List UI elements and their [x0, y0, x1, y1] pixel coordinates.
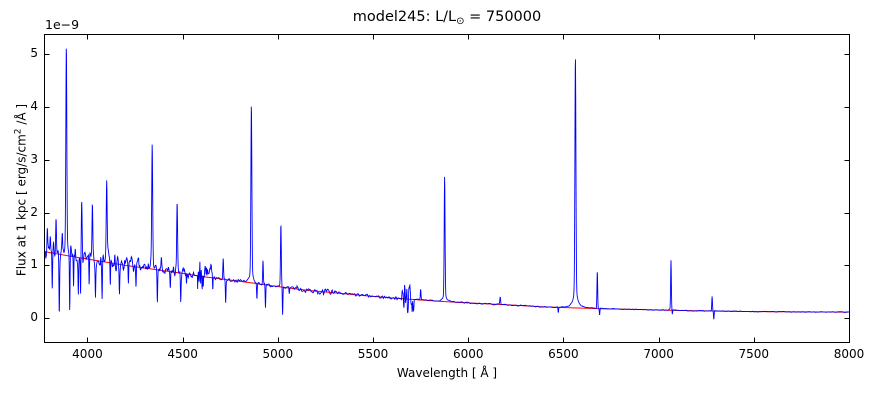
x-tick-label: 4500 — [167, 347, 198, 361]
continuum-line — [45, 251, 849, 313]
y-axis-label: Flux at 1 kpc [ erg/s/cm2 /Å ] — [13, 103, 29, 277]
x-tick-label: 5000 — [262, 347, 294, 361]
y-tick-label: 2 — [30, 204, 38, 219]
x-tick-label: 4000 — [72, 347, 103, 361]
spectrum-line — [45, 48, 849, 320]
y-axis-offset-label: 1e−9 — [45, 17, 80, 32]
x-axis-label: Wavelength [ Å ] — [396, 366, 498, 380]
x-tick-label: 6500 — [548, 347, 579, 361]
chart-title-text: model245: L/L — [352, 9, 457, 25]
superscript-2: 2 — [13, 128, 24, 135]
y-tick-label: 4 — [30, 98, 38, 113]
solar-symbol-subscript: ⊙ — [456, 16, 465, 27]
y-tick-label: 0 — [30, 310, 38, 325]
x-tick-label: 5500 — [357, 347, 389, 361]
x-tick-label: 8000 — [833, 347, 865, 361]
x-tick-label: 6000 — [452, 347, 484, 361]
axis-ticks — [45, 35, 849, 342]
plot-area — [44, 34, 850, 343]
y-tick-label: 1 — [30, 257, 38, 272]
x-tick-label: 7000 — [643, 347, 674, 361]
x-tick-label: 7500 — [738, 347, 770, 361]
y-tick-label: 3 — [30, 151, 38, 166]
chart-title: model245: L/L⊙ = 750000 — [45, 9, 849, 27]
chart-title-value: = 750000 — [464, 9, 542, 25]
y-tick-label: 5 — [30, 46, 38, 61]
